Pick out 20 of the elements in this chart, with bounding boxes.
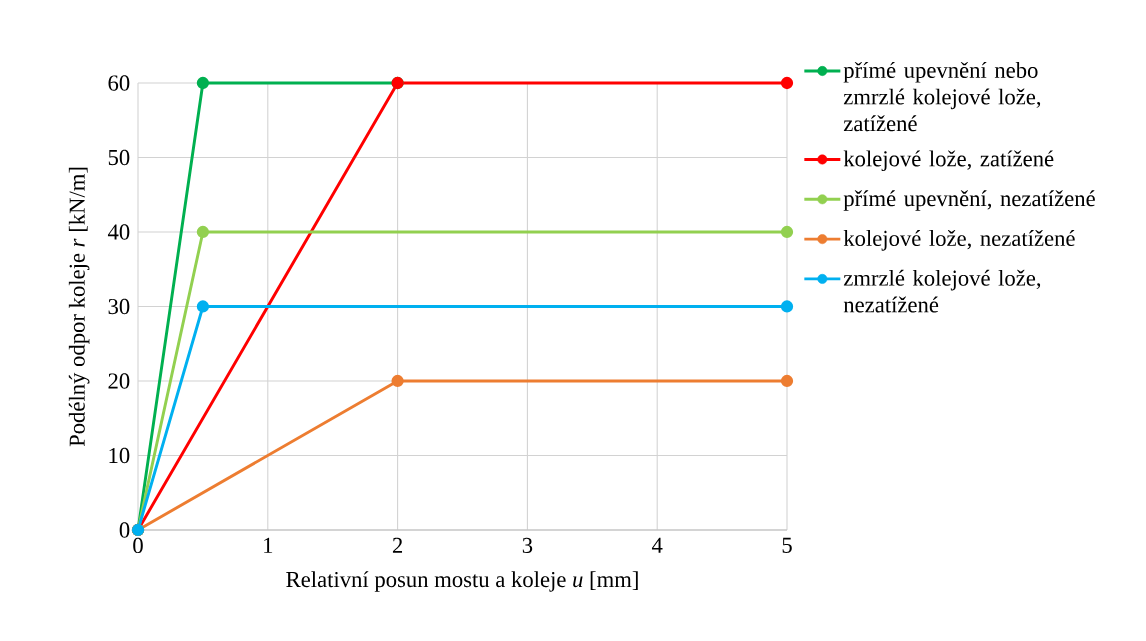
y-tick-label: 60 (108, 75, 130, 91)
y-tick-label: 0 (119, 522, 130, 538)
y-tick-label: 40 (107, 224, 130, 240)
legend-label: přímé upevnění nebo zmrzlé kolejové lože, zatížené (843, 61, 1041, 132)
y-tick-label: 20 (108, 373, 130, 389)
legend-label: kolejové lože, nezatížené (843, 230, 1075, 251)
y-tick-label: 50 (108, 149, 130, 166)
x-tick-label: 3 (522, 537, 533, 554)
y-tick-label: 10 (109, 447, 130, 464)
x-tick-label: 0 (133, 537, 143, 554)
x-tick-label: 1 (264, 537, 273, 553)
x-tick-label: 5 (782, 537, 792, 553)
legend-label: přímé upevnění, nezatížené (843, 190, 1095, 211)
x-axis-title: Relativní posun mostu a koleje u [mm] (286, 571, 638, 592)
legend-label: zmrzlé kolejové lože, nezatížené (843, 269, 1041, 313)
x-tick-label: 2 (392, 537, 403, 553)
x-tick-label: 4 (651, 537, 663, 553)
y-tick-label: 30 (108, 298, 130, 315)
y-axis-title: Podélný odpor koleje r [kN/m] (68, 167, 90, 447)
legend-label: kolejové lože, zatížené (843, 150, 1054, 172)
